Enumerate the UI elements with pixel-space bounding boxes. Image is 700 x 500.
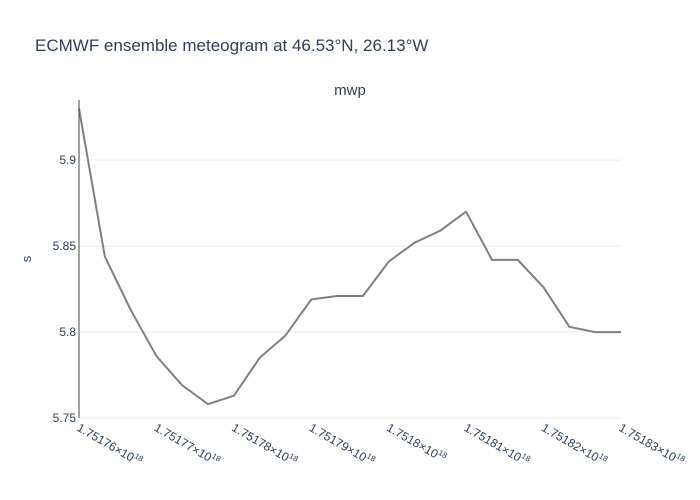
y-tick-label: 5.85 — [53, 239, 77, 253]
x-tick-label: 1.75181×1018 — [462, 420, 533, 470]
y-tick-label: 5.75 — [53, 411, 77, 425]
gridlines — [79, 159, 621, 419]
x-tick-label: 1.75177×1018 — [152, 420, 223, 470]
y-tick-label: 5.9 — [59, 153, 76, 167]
chart-title: ECMWF ensemble meteogram at 46.53°N, 26.… — [35, 36, 428, 55]
x-tick-label: 1.7518×1018 — [384, 420, 449, 466]
y-axis-label: s — [19, 255, 34, 262]
x-tick-label: 1.75179×1018 — [307, 420, 378, 470]
x-tick-label: 1.75176×1018 — [75, 420, 146, 470]
y-tick-label: 5.8 — [59, 325, 76, 339]
x-tick-label: 1.75178×1018 — [229, 420, 300, 470]
x-tick-labels: 1.75176×1018 1.75177×1018 1.75178×1018 1.75… — [75, 420, 688, 470]
x-tick-label: 1.75183×1018 — [617, 420, 688, 470]
chart-subtitle: mwp — [334, 82, 366, 99]
series-line — [78, 108, 621, 406]
x-tick-label: 1.75182×1018 — [539, 420, 610, 470]
series-layer — [78, 108, 621, 406]
y-tick-labels: 5.75 5.8 5.85 5.9 — [53, 153, 77, 425]
